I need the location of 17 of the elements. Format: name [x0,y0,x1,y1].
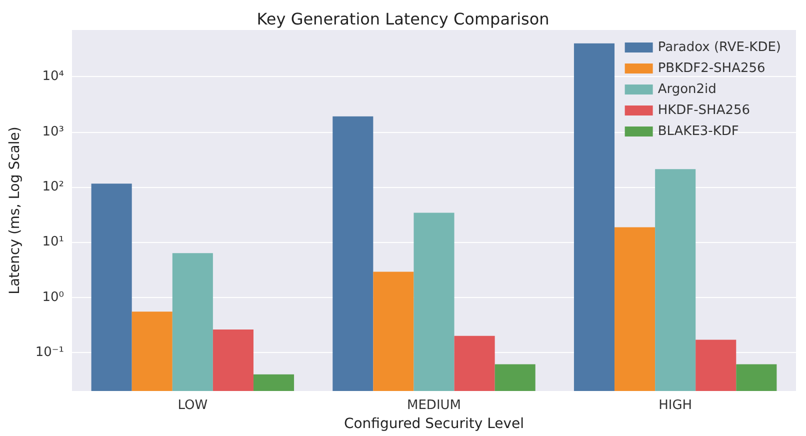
legend-label: PBKDF2-SHA256 [658,61,766,76]
chart-title: Key Generation Latency Comparison [256,10,550,28]
legend-label: Paradox (RVE-KDE) [658,40,782,55]
y-tick-label: 10² [42,179,64,194]
legend-label: BLAKE3-KDF [658,124,739,139]
y-tick-label: 10⁰ [42,290,64,305]
y-tick-label: 10³ [42,124,64,140]
x-axis-title: Configured Security Level [344,416,524,432]
y-tick-label: 10¹ [42,234,64,250]
x-tick-label: HIGH [658,398,692,413]
y-tick-label: 10⁴ [42,69,64,84]
legend-label: Argon2id [658,82,716,97]
legend-label: HKDF-SHA256 [658,103,750,118]
y-tick-label: 10⁻¹ [35,344,64,360]
x-tick-label: LOW [178,398,208,413]
y-axis-title: Latency (ms, Log Scale) [7,126,23,294]
x-tick-label: MEDIUM [406,398,462,413]
